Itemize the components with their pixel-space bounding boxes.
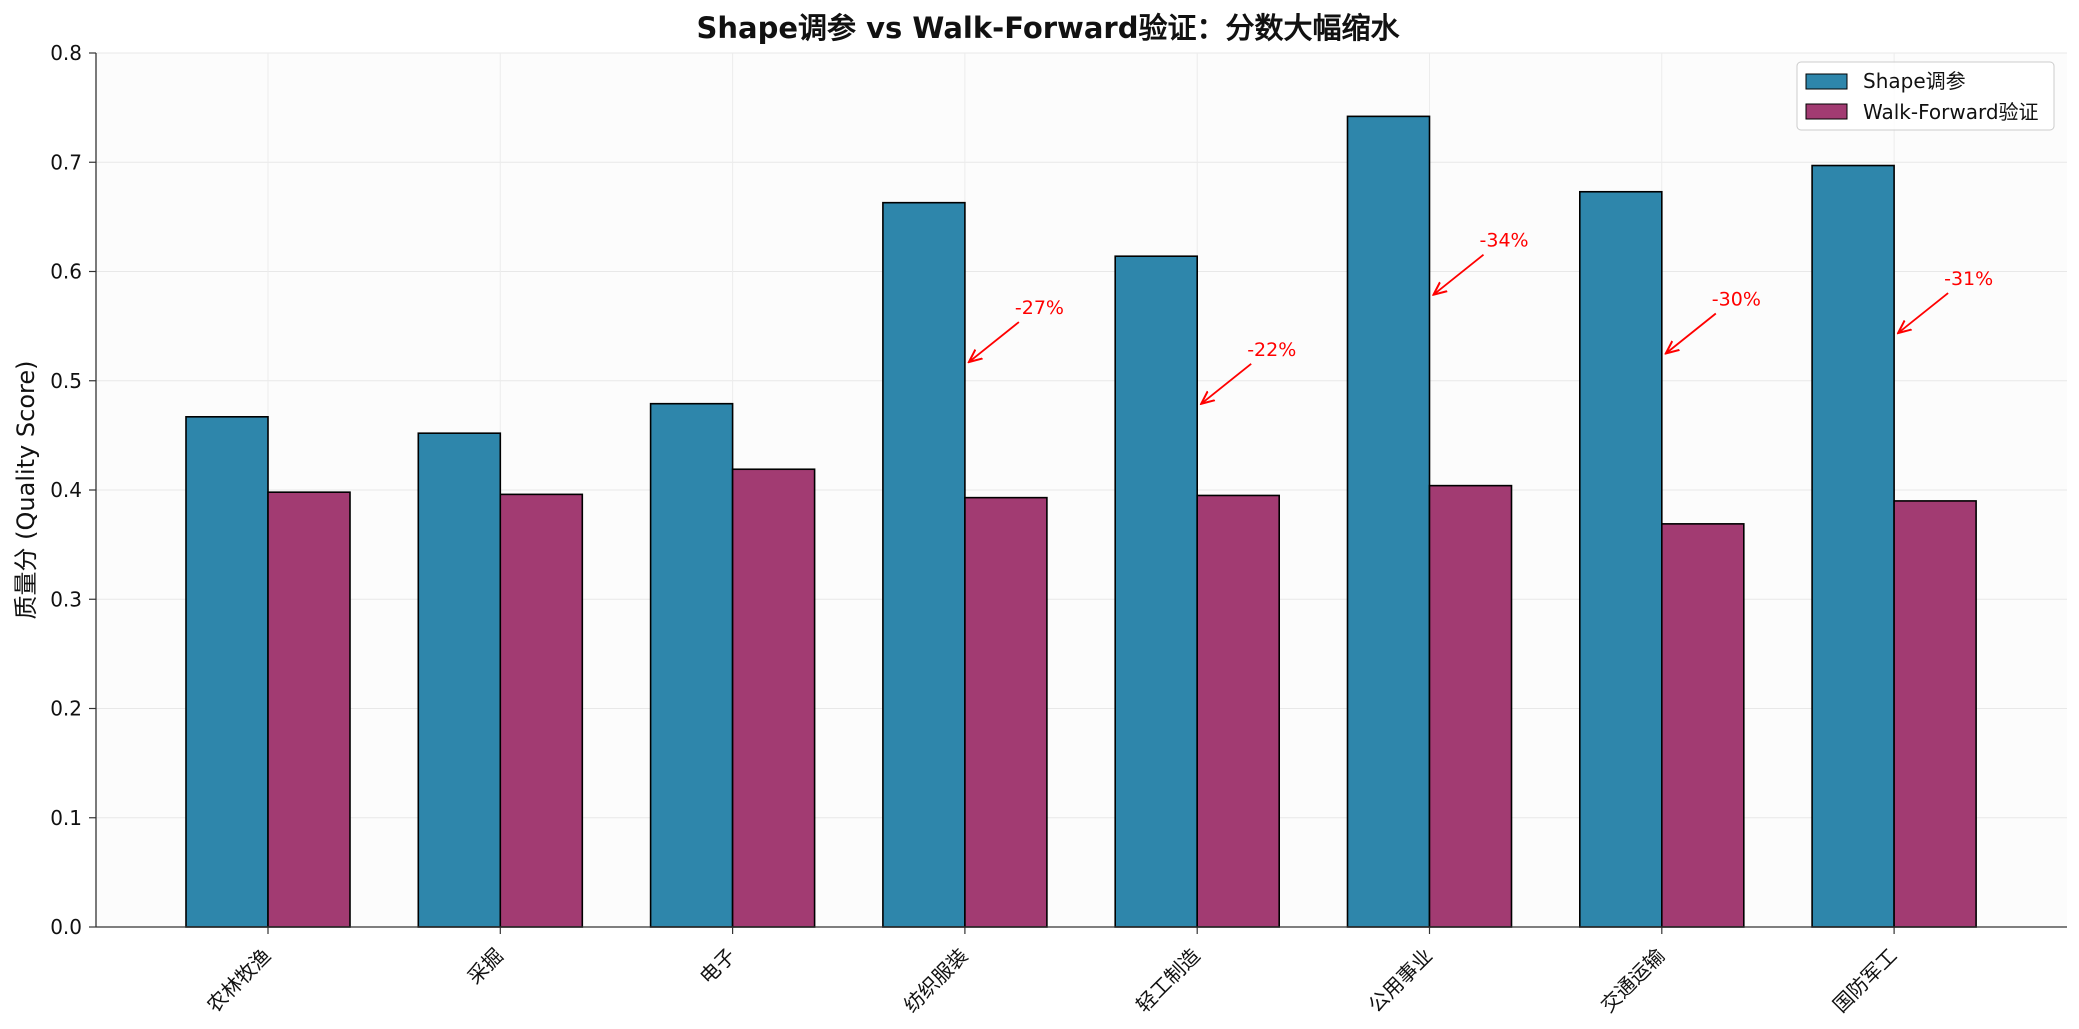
bar-shape-1 [417,432,502,928]
bar-shape-7 [1811,164,1895,928]
bar-walk-forward-5 [1428,484,1513,928]
annotation-arrow [1434,254,1485,295]
y-tick-label: 0.8 [50,41,82,65]
chart-title: Shape调参 vs Walk-Forward验证：分数大幅缩水 [697,11,1401,45]
bar-shape-2 [649,402,734,928]
bar-shape-5 [1346,115,1431,928]
x-tick-label: 纺织服装 [899,944,973,1018]
x-tick-label: 采掘 [463,944,508,989]
y-tick-label: 0.5 [50,369,82,393]
x-tick-label: 轻工制造 [1131,944,1205,1018]
y-tick-label: 0.4 [50,478,82,502]
annotation-label: -22% [1247,339,1296,361]
annotations: -27% -22% -34% -30% -31% [969,230,1993,404]
annotation-arrow [1898,292,1949,333]
annotation-label: -30% [1712,289,1761,311]
x-tick-label: 农林牧渔 [202,944,276,1018]
bar-shape-0 [185,416,269,928]
bar-walk-forward-2 [731,468,816,928]
bar-shape-4 [1114,255,1198,928]
bar-shape-3 [882,201,966,928]
x-tick-label: 交通运输 [1596,944,1670,1018]
y-axis-label: 质量分 (Quality Score) [12,361,40,620]
bar-shape-6 [1579,190,1663,928]
bar-walk-forward-3 [964,496,1048,928]
x-tick-label: 公用事业 [1363,944,1437,1018]
legend-swatch-shape [1805,73,1848,90]
legend-swatch-walk-forward [1805,103,1848,120]
x-tick-label: 国防军工 [1828,944,1902,1018]
bar-walk-forward-4 [1196,494,1280,928]
legend-frame [1796,61,2055,131]
legend: Shape调参 Walk-Forward验证 [1796,61,2055,131]
annotation-arrow [969,321,1020,362]
y-tick-label: 0.6 [50,260,82,284]
y-tick-label: 0.2 [50,697,82,721]
legend-label-shape: Shape调参 [1863,69,1966,93]
bar-walk-forward-7 [1893,500,1977,928]
y-tick-label: 0.3 [50,587,82,611]
annotation-arrow [1666,312,1717,354]
annotation-label: -31% [1944,268,1993,290]
y-tick-label: 0.1 [50,806,82,830]
y-tick-label: 0.0 [50,915,82,939]
bar-walk-forward-1 [499,493,584,928]
annotation-label: -34% [1480,230,1529,252]
annotation-arrow [1201,363,1252,404]
annotation-label: -27% [1015,297,1064,319]
bar-walk-forward-6 [1661,523,1745,928]
bar-walk-forward-0 [267,491,351,928]
bars [185,115,1977,928]
legend-label-walk-forward: Walk-Forward验证 [1863,100,2039,124]
x-tick-label: 电子 [695,944,740,989]
y-tick-label: 0.7 [50,150,82,174]
